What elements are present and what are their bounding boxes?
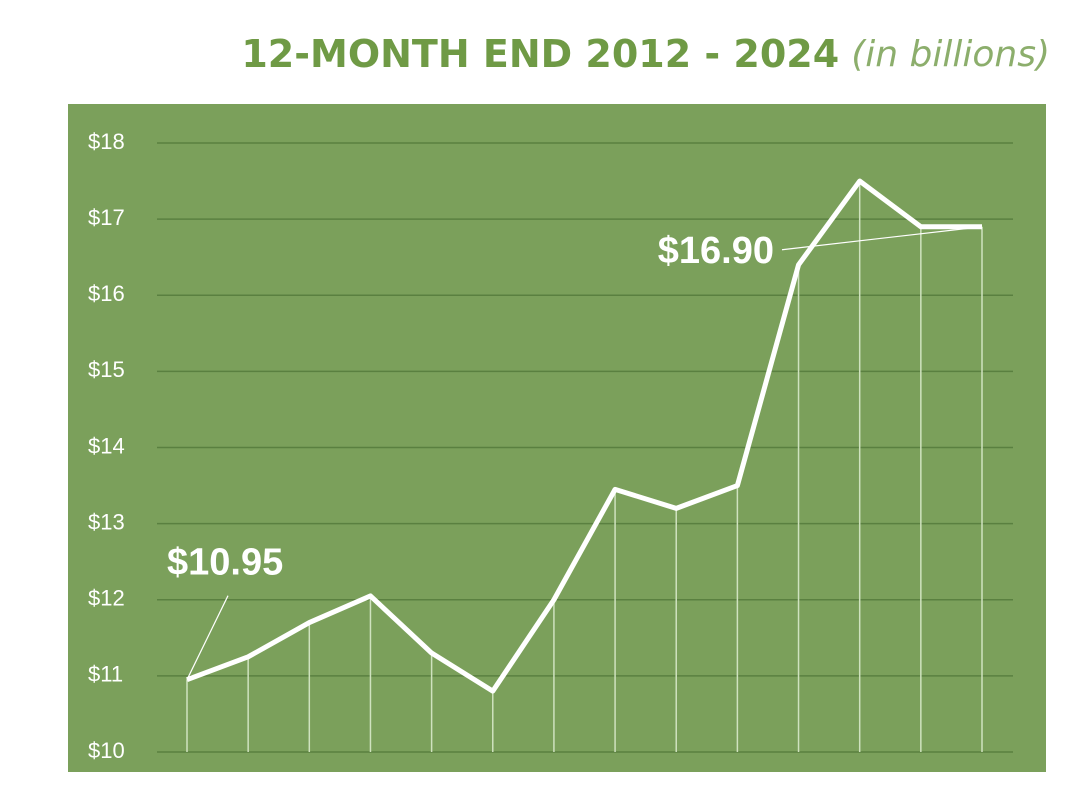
y-tick-label: $17 bbox=[88, 205, 125, 230]
data-label: $10.95 bbox=[167, 542, 283, 584]
y-tick-label: $11 bbox=[88, 662, 123, 687]
y-tick-label: $12 bbox=[88, 586, 125, 611]
y-tick-label: $13 bbox=[88, 509, 125, 534]
y-tick-label: $16 bbox=[88, 281, 125, 306]
line-series bbox=[186, 178, 982, 694]
y-tick-label: $18 bbox=[88, 129, 125, 154]
y-tick-label: $15 bbox=[88, 357, 125, 382]
data-label: $16.90 bbox=[658, 230, 774, 272]
chart-heading: 12-MONTH END 2012 - 2024 (in billions) bbox=[241, 32, 1050, 76]
leader-line bbox=[186, 595, 229, 680]
chart-title: 12-MONTH END 2012 - 2024 bbox=[241, 32, 839, 76]
chart-subtitle: (in billions) bbox=[851, 34, 1050, 75]
leader-line bbox=[781, 226, 983, 251]
y-tick-label: $14 bbox=[88, 433, 125, 458]
y-tick-label: $10 bbox=[88, 738, 125, 763]
